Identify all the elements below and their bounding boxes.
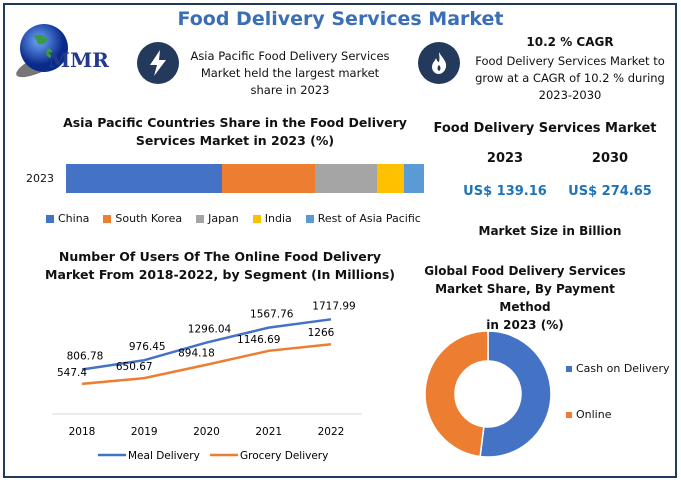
line-chart-title: Number Of Users Of The Online Food Deliv… [30,248,410,284]
info2-line: 2023-2030 [538,88,602,102]
info2-line: grow at a CAGR of 10.2 % during [475,71,665,85]
line-chart: 806.78 976.45 1296.04 1567.76 1717.99 547.4 65… [52,300,362,462]
title-line: Asia Pacific Countries Share in the Food… [63,115,407,130]
legend-swatch [252,214,261,223]
bar-segment-south-korea [222,164,316,193]
info1-line: share in 2023 [250,83,330,97]
donut-slice-online [424,330,489,458]
legend-swatch [103,214,112,223]
value-2030: US$ 274.65 [568,184,652,199]
legend-item: Japan [196,212,239,225]
info1-text: Asia Pacific Food Delivery Services Mark… [185,48,395,99]
title-line: Services Market in 2023 (%) [135,133,335,148]
bar-segment-rest-of-asia-pacific [403,164,424,193]
data-label: 1296.04 [188,324,232,336]
legend-swatch [566,411,572,418]
bar-segment-india [377,164,404,193]
legend-label: Meal Delivery [128,450,200,462]
legend-swatch [46,214,54,223]
legend-swatch [196,214,205,223]
year-2023: 2023 [486,151,524,166]
legend-swatch [566,365,572,372]
info2-text: Food Delivery Services Market to grow at… [470,53,670,104]
legend-label: Japan [208,212,239,225]
legend-cash: Cash on Delivery [566,362,669,375]
legend-swatch [305,214,314,223]
data-label: 806.78 [67,351,104,363]
title-line: Market From 2018-2022, by Segment (In Mi… [45,267,395,282]
x-tick-label: 2019 [131,426,158,438]
x-tick-label: 2018 [69,426,96,438]
x-tick-label: 2021 [255,426,282,438]
legend-item: Rest of Asia Pacific [305,212,421,225]
x-tick-label: 2020 [193,426,220,438]
market-size-title: Food Delivery Services Market [433,121,657,136]
title-line: Global Food Delivery Services [424,264,626,278]
data-label: 894.18 [178,348,215,360]
data-label: 1146.69 [237,334,280,346]
data-label: 1717.99 [312,300,355,312]
info1-line: Asia Pacific Food Delivery Services [190,49,390,63]
info2-line: Food Delivery Services Market to [475,54,665,68]
line-meal-delivery [81,318,332,371]
data-label: 1266 [308,327,335,339]
cagr-heading: 10.2 % CAGR [526,35,614,49]
info1-line: Market held the largest market [200,66,380,80]
title-line: in 2023 (%) [486,318,564,332]
x-tick-label: 2022 [318,426,345,438]
line-grocery-delivery [81,342,332,386]
market-size-unit: Market Size in Billion [478,224,622,238]
bar-segment-japan [315,164,378,193]
lightning-icon [137,42,179,84]
legend-item: China [46,212,89,225]
bar-chart-title: Asia Pacific Countries Share in the Food… [40,114,430,150]
bar-category-label: 2023 [26,172,54,185]
legend-label: Grocery Delivery [240,450,328,462]
legend-label: South Korea [115,212,183,225]
page-title: Food Delivery Services Market [177,8,504,30]
title-line: Number Of Users Of The Online Food Deliv… [58,249,382,264]
data-label: 1567.76 [250,309,294,321]
logo: MMR [12,18,127,90]
data-label: 547.4 [57,367,87,379]
bar-segment-china [66,164,223,193]
legend-online: Online [566,408,611,421]
donut-slice-cash-on-delivery [479,330,552,458]
legend-item: India [252,212,292,225]
legend-label: Cash on Delivery [576,362,670,375]
legend-label: Online [576,408,612,421]
frame [3,3,677,478]
legend-label: Rest of Asia Pacific [317,212,421,225]
donut-chart [424,330,552,458]
legend-label: China [58,212,90,225]
data-label: 976.45 [129,341,166,353]
value-2023: US$ 139.16 [463,184,547,199]
bar-legend: China South Korea Japan India Rest of Asia P… [46,212,421,225]
donut-title: Global Food Delivery Services Market Sha… [420,262,630,334]
flame-icon [418,42,460,84]
legend-item: South Korea [103,212,182,225]
stacked-bar [66,164,424,193]
logo-text: MMR [48,48,109,72]
globe-icon [16,24,68,78]
legend-label: India [264,212,292,225]
title-line: Market Share, By Payment Method [435,282,615,314]
year-2030: 2030 [591,151,629,166]
data-label: 650.67 [116,361,153,373]
